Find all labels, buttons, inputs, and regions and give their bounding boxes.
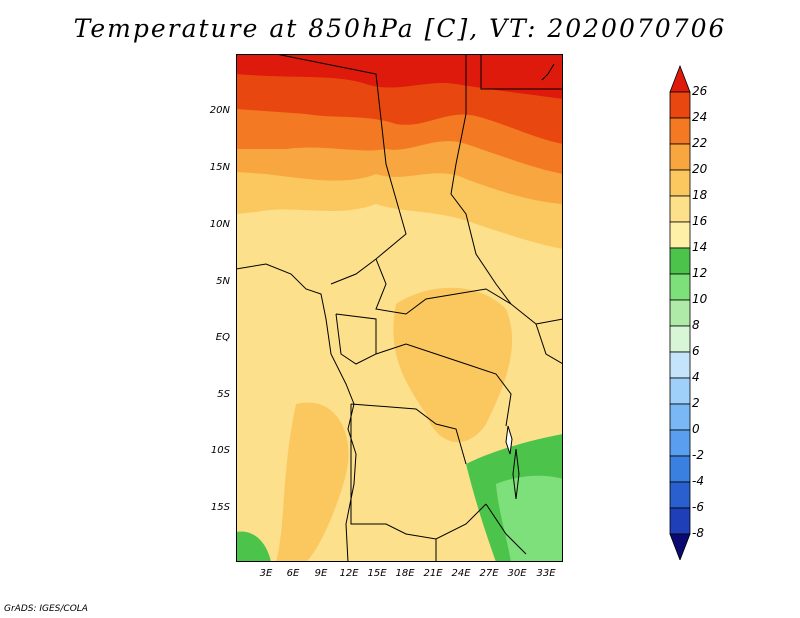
lon-label: 12E	[339, 568, 359, 579]
colorbar-band	[669, 455, 691, 483]
lat-label: 20N	[209, 105, 230, 116]
credit-text: GrADS: IGES/COLA	[4, 604, 88, 614]
border-sudan	[450, 54, 512, 305]
colorbar-band	[669, 195, 691, 223]
colorbar-tick-label: 4	[692, 370, 700, 384]
lat-label: 10N	[209, 219, 230, 230]
colorbar-tick-label: 6	[692, 344, 700, 358]
colorbar-tick-label: -4	[692, 474, 704, 488]
colorbar-band	[669, 325, 691, 353]
lon-label: 21E	[423, 568, 443, 579]
colorbar-band	[669, 221, 691, 249]
lat-label: 5S	[217, 389, 230, 400]
colorbar-top-triangle	[669, 64, 691, 93]
colorbar-tick-label: 22	[692, 136, 708, 150]
map-title: Temperature at 850hPa [C], VT: 202007070…	[73, 14, 727, 43]
lat-label: 10S	[210, 445, 230, 456]
colorbar-band	[669, 247, 691, 275]
border-angola-zambia	[350, 404, 487, 540]
lat-label: 15N	[209, 162, 230, 173]
border-angola-drc	[350, 403, 467, 465]
lake-malawi	[512, 448, 520, 500]
colorbar-band	[669, 507, 691, 535]
colorbar-tick-label: 12	[692, 266, 708, 280]
lon-label: 27E	[479, 568, 499, 579]
lat-label: 15S	[210, 502, 230, 513]
colorbar-band	[669, 481, 691, 509]
lon-label: 6E	[286, 568, 300, 579]
colorbar-band	[669, 429, 691, 457]
colorbar-tick-label: 0	[692, 422, 700, 436]
colorbar-band	[669, 351, 691, 379]
colorbar-tick-label: 24	[692, 110, 708, 124]
coastline	[236, 263, 357, 562]
colorbar-tick-label: 16	[692, 214, 708, 228]
border-egypt-libya	[480, 54, 563, 90]
colorbar-tick-label: -2	[692, 448, 704, 462]
colorbar-band	[669, 169, 691, 197]
border-gabon-congo	[335, 313, 377, 365]
map-frame	[236, 54, 563, 562]
lake-tanganyika	[505, 425, 513, 455]
lon-label: 24E	[451, 568, 471, 579]
lon-label: 18E	[395, 568, 415, 579]
colorbar-tick-label: 10	[692, 292, 708, 306]
colorbar-bottom-triangle	[669, 533, 691, 560]
colorbar-band	[669, 273, 691, 301]
border-south	[435, 503, 527, 562]
border-drc	[375, 343, 512, 427]
field-angola-warm	[276, 402, 349, 562]
colorbar-tick-label: -8	[692, 526, 704, 540]
temperature-map	[236, 54, 563, 562]
field-sw-green	[236, 531, 271, 562]
colorbar-tick-label: 18	[692, 188, 708, 202]
colorbar-band	[669, 403, 691, 431]
lon-label: 3E	[259, 568, 273, 579]
lon-label: 33E	[536, 568, 556, 579]
border-east	[535, 318, 563, 365]
lon-label: 9E	[314, 568, 328, 579]
colorbar-tick-label: 2	[692, 396, 700, 410]
lon-label: 30E	[507, 568, 527, 579]
lat-label: EQ	[215, 332, 230, 343]
border-chad-niger	[275, 54, 407, 285]
colorbar-tick-label: 26	[692, 84, 708, 98]
colorbar-band	[669, 143, 691, 171]
colorbar-band	[669, 299, 691, 327]
map-canvas	[236, 54, 563, 562]
colorbar-tick-label: 20	[692, 162, 708, 176]
lon-label: 15E	[367, 568, 387, 579]
colorbar-band	[669, 377, 691, 405]
lat-label: 5N	[216, 276, 230, 287]
colorbar-band	[669, 117, 691, 145]
field-basin-warm	[393, 287, 513, 443]
colorbar-tick-label: 8	[692, 318, 700, 332]
colorbar	[669, 64, 691, 560]
border-car	[375, 258, 537, 325]
coast-red-sea	[541, 63, 555, 81]
colorbar-tick-label: -6	[692, 500, 704, 514]
colorbar-band	[669, 91, 691, 119]
colorbar-tick-label: 14	[692, 240, 708, 254]
